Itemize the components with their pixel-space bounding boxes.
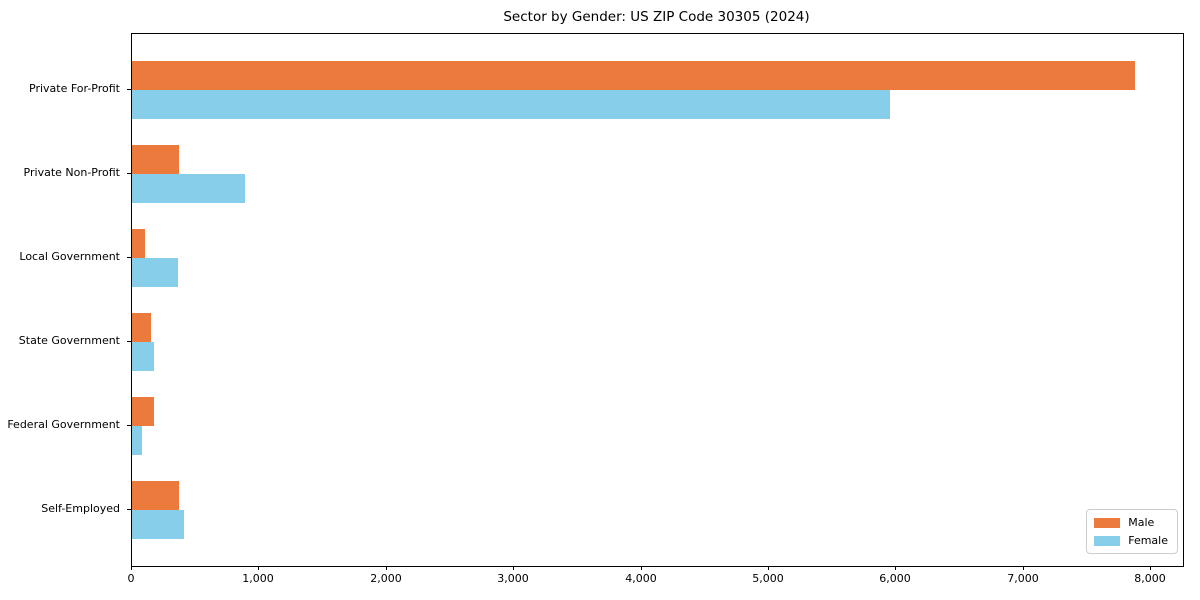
x-axis-tick bbox=[131, 566, 132, 570]
x-axis-tick bbox=[895, 566, 896, 570]
x-axis-tick-label: 1,000 bbox=[242, 572, 274, 585]
category-label-4: Federal Government bbox=[7, 418, 120, 431]
bar-male-2 bbox=[132, 229, 145, 258]
y-axis-tick bbox=[127, 425, 131, 426]
y-axis-tick bbox=[127, 173, 131, 174]
bar-female-1 bbox=[132, 174, 245, 203]
plot-area: Male Female bbox=[131, 33, 1184, 567]
x-axis-tick bbox=[768, 566, 769, 570]
x-axis-tick-label: 2,000 bbox=[370, 572, 402, 585]
x-axis-tick bbox=[513, 566, 514, 570]
x-axis-tick bbox=[1023, 566, 1024, 570]
y-axis-tick bbox=[127, 341, 131, 342]
category-label-2: Local Government bbox=[19, 250, 120, 263]
bar-female-2 bbox=[132, 258, 178, 287]
y-axis-tick bbox=[127, 89, 131, 90]
bar-male-3 bbox=[132, 313, 151, 342]
bar-male-4 bbox=[132, 397, 154, 426]
x-axis-tick-label: 8,000 bbox=[1134, 572, 1166, 585]
x-axis-tick bbox=[258, 566, 259, 570]
x-axis-tick bbox=[1150, 566, 1151, 570]
bar-female-3 bbox=[132, 342, 154, 371]
y-axis-tick bbox=[127, 509, 131, 510]
bar-male-5 bbox=[132, 481, 179, 510]
legend-item-female: Female bbox=[1094, 534, 1168, 547]
x-axis-tick bbox=[386, 566, 387, 570]
legend-label-female: Female bbox=[1128, 534, 1168, 547]
category-label-3: State Government bbox=[18, 334, 120, 347]
y-axis-tick bbox=[127, 257, 131, 258]
x-axis-tick-label: 6,000 bbox=[879, 572, 911, 585]
bar-female-5 bbox=[132, 510, 184, 539]
category-label-0: Private For-Profit bbox=[29, 82, 120, 95]
x-axis-tick-label: 4,000 bbox=[625, 572, 657, 585]
x-axis-tick-label: 3,000 bbox=[497, 572, 529, 585]
bar-male-0 bbox=[132, 61, 1135, 90]
category-label-1: Private Non-Profit bbox=[23, 166, 120, 179]
bar-male-1 bbox=[132, 145, 179, 174]
legend-label-male: Male bbox=[1128, 516, 1155, 529]
x-axis-tick-label: 7,000 bbox=[1007, 572, 1039, 585]
legend-swatch-female-icon bbox=[1094, 535, 1121, 546]
bar-female-0 bbox=[132, 90, 890, 119]
chart-title: Sector by Gender: US ZIP Code 30305 (202… bbox=[503, 9, 810, 25]
x-axis-tick-label: 5,000 bbox=[752, 572, 784, 585]
x-axis-tick bbox=[641, 566, 642, 570]
category-label-5: Self-Employed bbox=[41, 502, 120, 515]
legend-swatch-male-icon bbox=[1094, 517, 1121, 528]
bar-female-4 bbox=[132, 426, 142, 455]
x-axis-tick-label: 0 bbox=[127, 572, 135, 585]
legend: Male Female bbox=[1086, 509, 1178, 554]
legend-item-male: Male bbox=[1094, 516, 1168, 529]
